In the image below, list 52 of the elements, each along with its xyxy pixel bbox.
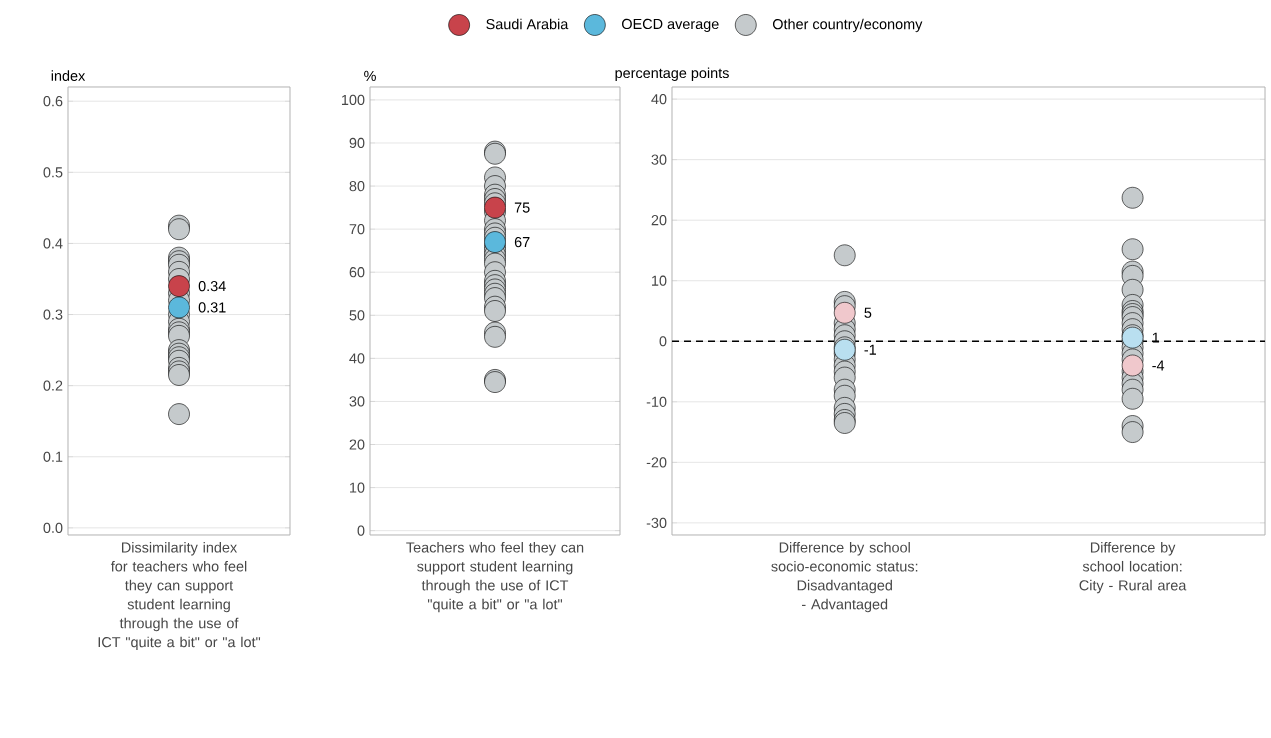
y-tick-label: 40 — [651, 93, 667, 105]
y-tick-label: -20 — [646, 457, 667, 468]
y-axis-title: index — [51, 70, 86, 81]
y-tick-label: 0.4 — [43, 238, 63, 249]
y-axis-title: % — [364, 70, 376, 81]
y-tick-label: 0.2 — [43, 380, 63, 391]
data-label: 0.31 — [198, 302, 226, 313]
y-tick-label: 100 — [341, 94, 365, 106]
y-tick-label: 20 — [651, 215, 667, 226]
point — [484, 326, 506, 348]
point — [484, 300, 506, 322]
point — [484, 231, 506, 253]
point — [168, 296, 190, 319]
point — [484, 196, 506, 219]
data-label: 5 — [864, 307, 872, 318]
y-tick-label: 10 — [652, 275, 667, 286]
y-tick-label: 80 — [349, 180, 365, 192]
y-tick-label: 70 — [349, 224, 365, 235]
data-label: -4 — [1152, 360, 1165, 371]
y-tick-label: 90 — [349, 137, 365, 149]
data-label: 67 — [514, 236, 530, 248]
point — [168, 364, 190, 386]
data-label: -1 — [864, 344, 876, 355]
y-tick-label: 0.3 — [43, 309, 63, 320]
y-tick-label: 30 — [349, 396, 365, 407]
y-tick-label: 20 — [349, 439, 365, 450]
point — [168, 403, 190, 425]
y-tick-label: 10 — [350, 482, 365, 493]
y-tick-label: 0 — [357, 525, 365, 536]
y-tick-label: -10 — [646, 396, 667, 407]
x-tick-label: Teachers who feel they can support student learning through the use of ICT "quite a bit" or "a lot" — [406, 542, 584, 613]
y-tick-label: 30 — [651, 154, 667, 165]
x-tick-label: Dissimilarity index for teachers who feel they can support student learning through the use of ICT "quite a bit" or "a lot" — [98, 542, 261, 651]
y-tick-label: 0.0 — [43, 522, 63, 533]
y-tick-label: 0 — [659, 336, 667, 347]
y-tick-label: -30 — [646, 517, 667, 528]
legend-label: Other country/economy — [772, 18, 923, 33]
data-label: 75 — [514, 202, 530, 213]
point — [168, 218, 190, 241]
x-tick-label: Difference by school location: City - Rural area — [1079, 542, 1187, 594]
y-tick-label: 0.6 — [43, 96, 63, 107]
x-tick-label: Difference by school socio-economic status: Disadvantaged - Advantaged — [771, 542, 918, 613]
y-axis-title: percentage points — [615, 67, 729, 81]
y-tick-label: 60 — [349, 267, 365, 278]
legend-label: Saudi Arabia — [486, 18, 569, 30]
y-tick-label: 0.5 — [43, 167, 63, 178]
legend-label: OECD average — [622, 18, 719, 32]
y-tick-label: 40 — [349, 353, 365, 364]
y-tick-label: 50 — [349, 310, 365, 321]
data-label: 0.34 — [198, 280, 226, 292]
point — [168, 275, 190, 297]
y-tick-label: 0.1 — [43, 451, 63, 462]
